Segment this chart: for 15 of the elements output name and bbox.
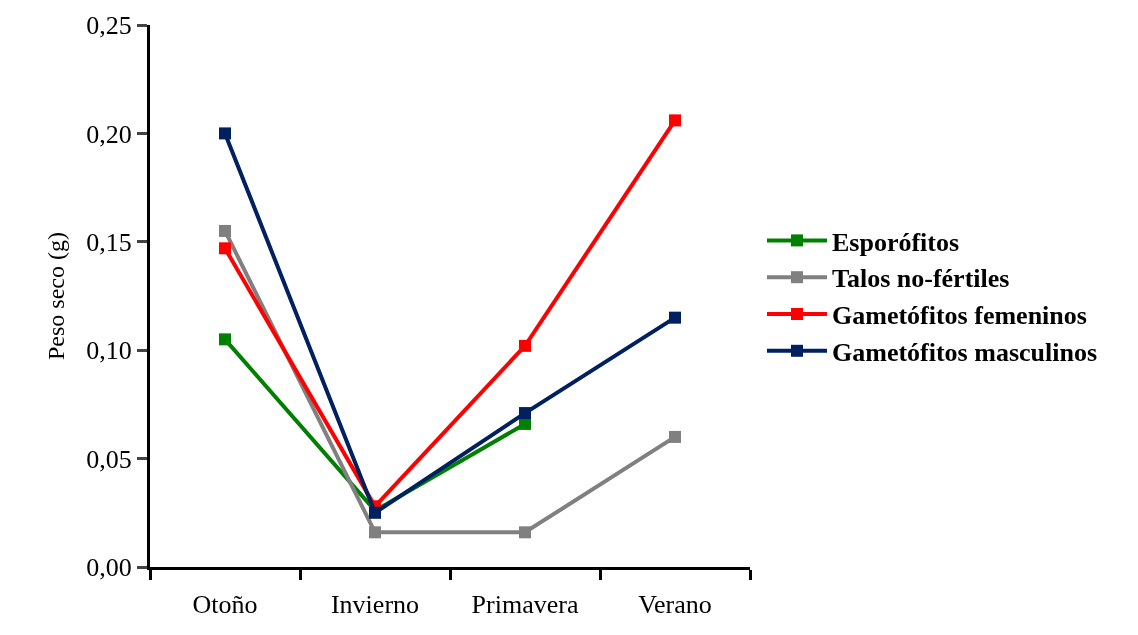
x-tick-label: Invierno (330, 590, 420, 620)
y-tick-label: 0,15 (86, 227, 132, 257)
legend-label: Gametófitos femeninos (832, 301, 1087, 331)
y-tick-label: 0,25 (86, 11, 132, 41)
legend-label: Talos no-fértiles (832, 264, 1010, 294)
y-tick-label: 0,00 (86, 553, 132, 583)
x-tick-label: Primavera (471, 590, 579, 620)
y-tick-label: 0,05 (86, 444, 132, 474)
y-tick-label: 0,20 (86, 119, 132, 149)
x-tick-label: Otoño (192, 590, 258, 620)
legend-label: Gametófitos masculinos (832, 337, 1098, 367)
y-axis-title: Peso seco (g) (43, 232, 70, 360)
y-tick-label: 0,10 (86, 336, 132, 366)
legend-label: Esporófitos (832, 227, 960, 257)
x-tick-label: Verano (638, 590, 712, 620)
